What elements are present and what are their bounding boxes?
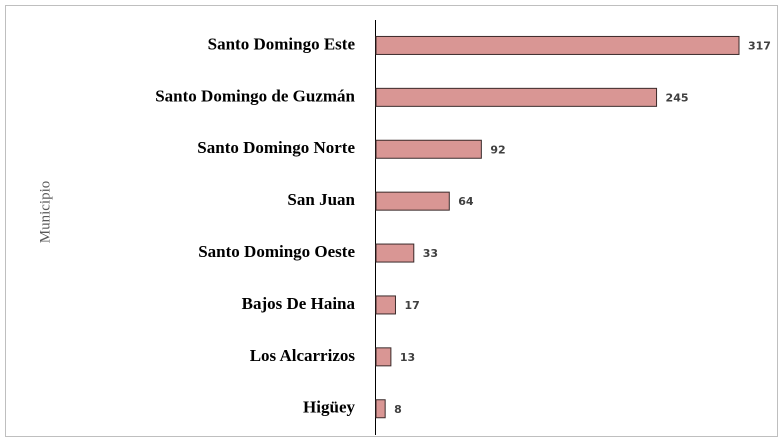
- y-tick-label: Santo Domingo de Guzmán: [155, 86, 355, 105]
- bar: [375, 347, 392, 367]
- data-label: 317: [748, 39, 771, 52]
- y-tick-label: San Juan: [287, 190, 355, 209]
- bar: [375, 399, 386, 419]
- data-label: 33: [423, 247, 438, 260]
- y-tick-label: Higüey: [303, 398, 355, 417]
- y-tick-label: Los Alcarrizos: [250, 346, 356, 365]
- chart-frame: [5, 5, 778, 437]
- data-label: 92: [490, 143, 505, 156]
- bar: [375, 139, 482, 159]
- bar: [375, 243, 415, 263]
- y-tick-label: Santo Domingo Este: [208, 34, 356, 53]
- data-label: 13: [400, 351, 415, 364]
- y-tick-label: Santo Domingo Norte: [197, 138, 355, 157]
- data-label: 64: [458, 195, 474, 208]
- bar: [375, 295, 396, 315]
- y-axis-title: Municipio: [37, 181, 53, 244]
- bar: [375, 191, 450, 211]
- y-tick-label: Bajos De Haina: [242, 294, 356, 313]
- data-label: 17: [404, 299, 419, 312]
- bar: [375, 87, 658, 107]
- y-tick-label: Santo Domingo Oeste: [198, 242, 355, 261]
- bar: [375, 35, 740, 55]
- data-label: 8: [394, 403, 402, 416]
- data-label: 245: [666, 91, 689, 104]
